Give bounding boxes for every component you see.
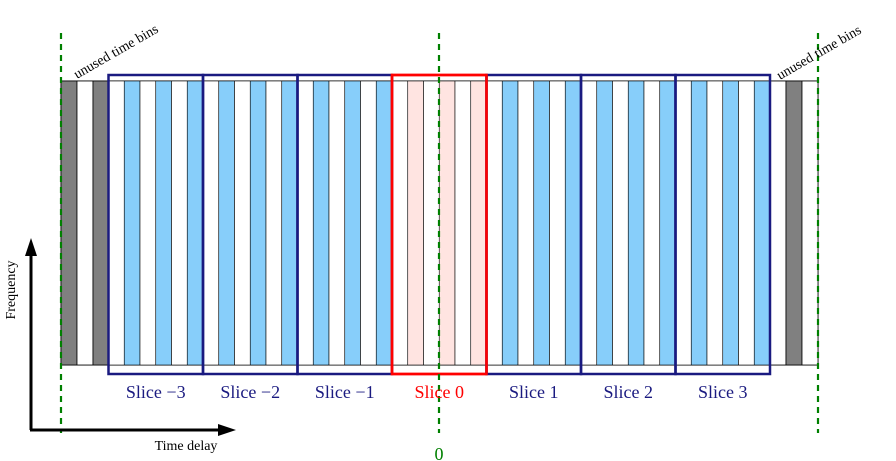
empty-bin — [171, 80, 188, 366]
zero-label: 0 — [435, 444, 444, 461]
unused-bin — [92, 80, 110, 366]
empty-bin — [265, 80, 283, 366]
used-bin — [596, 80, 613, 366]
empty-bin — [328, 80, 346, 366]
empty-bin — [675, 80, 692, 366]
empty-bin — [423, 80, 440, 366]
center-bin — [470, 80, 487, 366]
used-bin — [533, 80, 550, 366]
slice-label: Slice 1 — [509, 382, 559, 402]
empty-bin — [486, 80, 503, 366]
y-axis-label: Frequency — [4, 260, 19, 319]
used-bin — [722, 80, 739, 366]
slice-label: Slice −3 — [126, 382, 186, 402]
empty-bin — [580, 80, 598, 366]
used-bin — [312, 80, 330, 366]
time-bins — [60, 80, 819, 366]
empty-bin — [769, 80, 787, 366]
empty-bin — [801, 80, 819, 366]
used-bin — [123, 80, 141, 366]
used-bin — [690, 80, 708, 366]
center-bin — [438, 80, 456, 366]
empty-bin — [391, 80, 409, 366]
slice-label: Slice −2 — [220, 382, 280, 402]
slice-labels: Slice −3 Slice −2 Slice −1 Slice 0 Slice 1 Sl… — [126, 382, 748, 402]
slice-label: Slice 3 — [698, 382, 748, 402]
empty-bin — [360, 80, 377, 366]
empty-bin — [738, 80, 755, 366]
used-bin — [659, 80, 676, 366]
used-bin — [186, 80, 204, 366]
slice-boxes — [107, 73, 772, 376]
used-bin — [344, 80, 361, 366]
center-bin — [407, 80, 424, 366]
slice-box-3 — [674, 73, 772, 376]
empty-bin — [517, 80, 535, 366]
used-bin — [375, 80, 393, 366]
unused-bins-left-label: unused time bins — [72, 22, 162, 82]
slice-label: Slice 2 — [604, 382, 654, 402]
empty-bin — [612, 80, 629, 366]
empty-bin — [108, 80, 125, 366]
unused-bin — [785, 80, 803, 366]
empty-bin — [139, 80, 157, 366]
used-bin — [218, 80, 235, 366]
x-axis-arrowhead-icon — [218, 424, 236, 436]
used-bin — [564, 80, 582, 366]
empty-bin — [454, 80, 472, 366]
slice-label: Slice −1 — [315, 382, 375, 402]
unused-bins-right-label: unused time bins — [775, 23, 865, 83]
used-bin — [155, 80, 172, 366]
empty-bin — [202, 80, 220, 366]
empty-bin — [549, 80, 566, 366]
used-bin — [627, 80, 645, 366]
slice-label: Slice 0 — [415, 382, 465, 402]
used-bin — [501, 80, 519, 366]
y-axis-arrowhead-icon — [25, 238, 37, 256]
empty-bin — [643, 80, 661, 366]
x-axis-label: Time delay — [155, 439, 218, 454]
used-bin — [753, 80, 771, 366]
unused-bin — [60, 80, 78, 366]
used-bin — [249, 80, 267, 366]
empty-bin — [76, 80, 94, 366]
empty-bin — [297, 80, 314, 366]
used-bin — [281, 80, 298, 366]
empty-bin — [234, 80, 251, 366]
empty-bin — [706, 80, 724, 366]
